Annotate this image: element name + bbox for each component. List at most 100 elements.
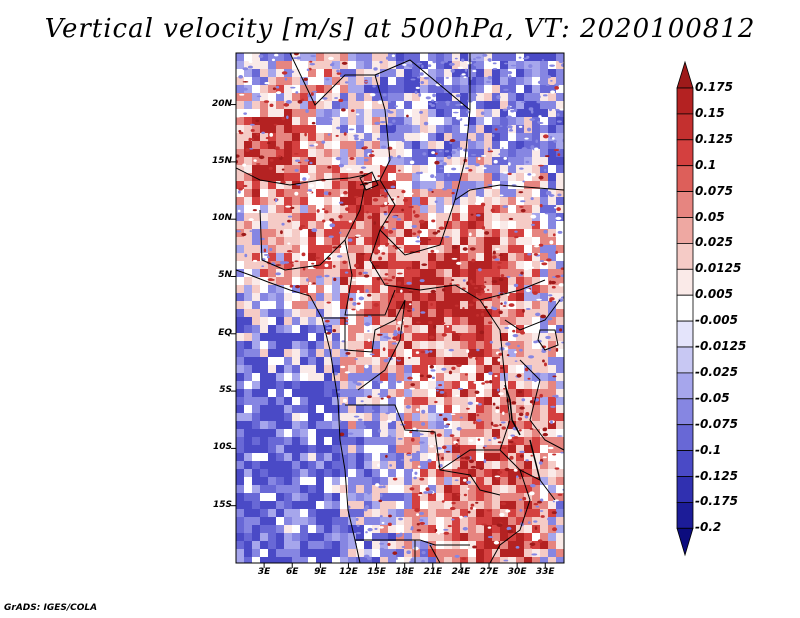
field-cell [484,157,493,166]
field-cell [236,221,245,230]
field-speckle-dot [369,93,376,97]
field-cell [532,541,541,550]
field-cell [428,469,437,478]
field-cell [404,541,413,550]
field-speckle-dot [357,479,363,484]
field-cell [316,389,325,398]
field-speckle-dot [432,231,438,235]
field-cell [260,261,269,270]
field-cell [396,101,405,110]
field-cell [308,541,317,550]
field-speckle-dot [373,67,378,71]
field-speckle-dot [520,200,526,203]
field-speckle-dot [507,436,512,440]
field-cell [244,229,253,238]
field-cell [244,437,253,446]
field-cell [412,557,421,563]
field-speckle-dot [351,279,356,281]
field-cell [316,437,325,446]
field-cell [332,477,341,486]
field-speckle-dot [466,61,472,65]
field-cell [356,357,365,366]
field-cell [412,437,421,446]
field-cell [268,333,277,342]
field-speckle-dot [242,67,249,71]
field-cell [324,373,333,382]
field-cell [340,253,349,262]
field-cell [292,245,301,254]
field-cell [260,149,269,158]
field-cell [460,517,469,526]
field-speckle-dot [391,227,397,230]
field-cell [508,133,517,142]
field-speckle-dot [500,274,505,278]
field-cell [404,477,413,486]
field-cell [300,77,309,86]
field-cell [292,405,301,414]
field-speckle-dot [544,212,551,215]
field-cell [308,261,317,270]
field-speckle-dot [506,354,510,357]
field-cell [412,373,421,382]
field-cell [492,429,501,438]
field-cell [316,517,325,526]
field-speckle-dot [376,333,383,336]
field-cell [532,269,541,278]
field-cell [316,333,325,342]
field-cell [244,77,253,86]
field-cell [404,269,413,278]
field-cell [500,469,509,478]
field-speckle-dot [519,167,524,170]
field-speckle-dot [489,340,493,344]
field-cell [428,517,437,526]
field-cell [300,421,309,430]
field-cell [420,101,429,110]
field-speckle-dot [519,454,524,458]
field-cell [300,117,309,126]
field-speckle-dot [557,153,561,157]
field-cell [436,317,445,326]
field-speckle-dot [499,194,504,197]
field-cell [332,349,341,358]
field-speckle-dot [522,57,528,60]
field-speckle-dot [491,306,494,310]
field-cell [332,213,341,222]
field-cell [388,445,397,454]
field-cell [292,533,301,542]
field-cell [516,549,525,558]
field-cell [516,325,525,334]
field-speckle-dot [325,323,329,327]
field-cell [388,517,397,526]
field-cell [476,109,485,118]
field-cell [468,141,477,150]
field-speckle-dot [311,262,315,265]
field-cell [348,381,357,390]
field-cell [292,173,301,182]
field-cell [404,461,413,470]
field-speckle-dot [474,401,479,405]
field-cell [460,309,469,318]
field-cell [524,197,533,206]
field-cell [284,413,293,422]
field-cell [260,269,269,278]
field-cell [492,61,501,70]
field-cell [524,549,533,558]
field-cell [324,277,333,286]
field-cell [300,85,309,94]
field-speckle-dot [377,175,381,178]
field-cell [324,77,333,86]
field-speckle-dot [356,532,361,535]
field-cell [348,213,357,222]
field-cell [468,93,477,102]
field-cell [332,429,341,438]
field-cell [292,525,301,534]
field-cell [468,69,477,78]
field-cell [236,405,245,414]
field-cell [516,245,525,254]
field-speckle-dot [295,159,301,162]
field-cell [532,317,541,326]
field-speckle-dot [338,163,345,168]
field-cell [308,525,317,534]
field-speckle-dot [555,216,562,221]
field-cell [500,69,509,78]
